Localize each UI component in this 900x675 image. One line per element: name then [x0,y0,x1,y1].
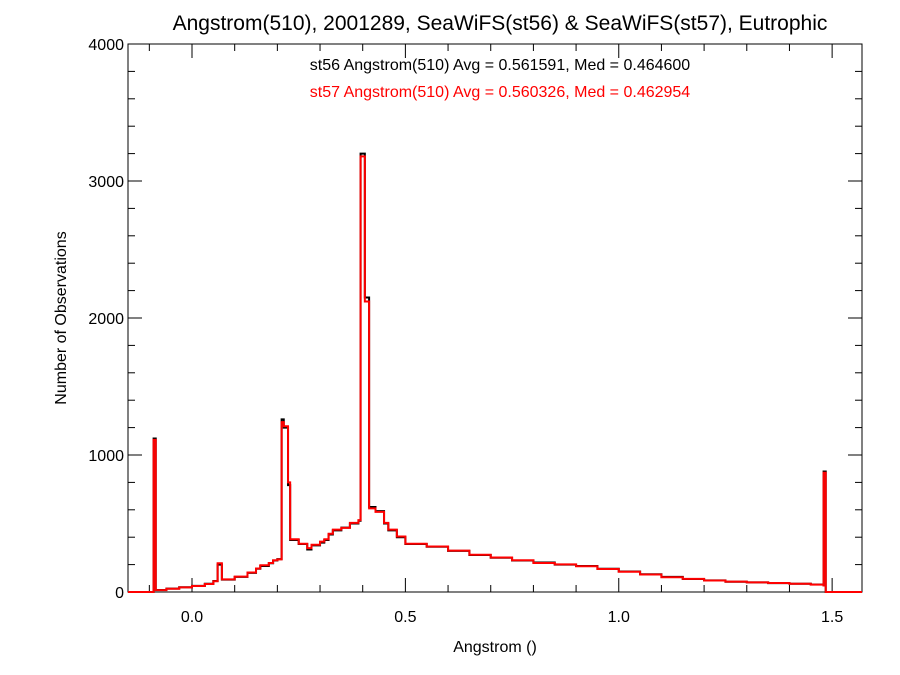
y-axis-ticks: 0 1000 2000 3000 4000 [88,37,862,602]
plot-frame [127,43,863,593]
annotation-st57: st57 Angstrom(510) Avg = 0.560326, Med =… [310,84,691,101]
annotation-st56: st56 Angstrom(510) Avg = 0.561591, Med =… [310,57,691,74]
x-tick-label: 0.5 [394,609,416,626]
x-axis-ticks: 0.0 0.5 1.0 1.5 [148,44,843,626]
annotation-group: st56 Angstrom(510) Avg = 0.561591, Med =… [310,57,691,101]
x-tick-label: 1.5 [821,609,843,626]
x-axis-label: Angstrom () [453,639,537,656]
x-tick-label: 0.0 [181,609,203,626]
y-tick-label: 2000 [88,311,124,328]
series-st57-line [128,155,862,593]
y-tick-label: 3000 [88,174,124,191]
series-st56-line [128,152,862,593]
x-tick-label: 1.0 [608,609,630,626]
series-layer [128,152,862,593]
y-tick-label: 1000 [88,448,124,465]
y-tick-label: 0 [115,585,124,602]
y-tick-label: 4000 [88,37,124,54]
y-axis-label: Number of Observations [53,231,70,404]
chart-title: Angstrom(510), 2001289, SeaWiFS(st56) & … [173,12,828,35]
